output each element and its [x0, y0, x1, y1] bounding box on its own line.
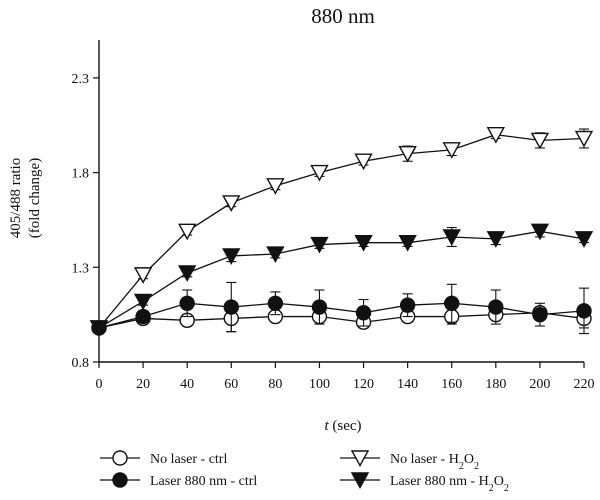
series-line	[98, 134, 585, 329]
legend-marker	[112, 450, 128, 466]
x-tick-label: 120	[353, 377, 374, 392]
series-line	[98, 230, 585, 329]
data-point	[310, 164, 329, 182]
data-point	[532, 306, 548, 323]
data-point	[574, 130, 594, 148]
data-point	[354, 234, 373, 252]
y-axis-label-line2: (fold change)	[27, 158, 43, 238]
series-line	[98, 302, 585, 329]
x-axis-label: t (sec)	[324, 418, 361, 434]
x-tick-label: 200	[529, 377, 550, 392]
data-point	[223, 299, 239, 315]
data-point	[266, 178, 285, 195]
x-axis-label-var: t	[324, 418, 329, 434]
data-point	[179, 295, 195, 311]
data-point	[442, 142, 461, 159]
y-axis-label-line1: 405/488 ratio	[8, 158, 24, 238]
data-point	[486, 231, 506, 248]
data-point	[399, 297, 416, 313]
legend: No laser - ctrl Laser 880 nm - ctrl No las…	[100, 450, 509, 494]
legend-label: Laser 880 nm - ctrl	[150, 474, 257, 489]
y-tick-label: 1.8	[72, 167, 90, 182]
chart-title: 880 nm	[311, 4, 375, 28]
legend-marker	[112, 472, 128, 488]
y-tick-label: 1.3	[72, 261, 90, 276]
data-point	[91, 320, 107, 336]
legend-item: No laser - ctrl	[100, 450, 227, 467]
data-point	[222, 248, 241, 265]
plot-area	[89, 127, 594, 337]
series-line	[98, 312, 585, 329]
legend-label: Laser 880 nm - H2O2	[390, 474, 509, 494]
legend-label: No laser - ctrl	[150, 452, 227, 467]
data-point	[530, 223, 550, 241]
series-1	[91, 281, 592, 336]
x-tick-label: 40	[180, 377, 194, 392]
data-point	[177, 223, 197, 241]
data-point	[442, 229, 461, 246]
y-tick-label: 2.3	[72, 72, 90, 87]
data-point	[355, 305, 372, 321]
data-point	[488, 299, 504, 315]
data-point	[574, 231, 594, 248]
data-point	[266, 246, 285, 263]
data-point	[133, 267, 153, 284]
data-point	[133, 293, 153, 311]
legend-marker	[350, 472, 370, 489]
data-point	[177, 265, 197, 282]
data-point	[354, 153, 373, 171]
x-axis-label-unit: (sec)	[329, 418, 362, 434]
data-point	[267, 295, 284, 311]
series-2	[89, 127, 594, 337]
data-point	[398, 234, 417, 252]
x-tick-label: 60	[224, 377, 238, 392]
x-tick-label: 160	[441, 377, 462, 392]
data-point	[576, 303, 592, 319]
legend-item: No laser - H2O2	[340, 450, 479, 472]
x-tick-label: 100	[309, 377, 330, 392]
legend-item: Laser 880 nm - ctrl	[100, 472, 257, 489]
data-point	[486, 127, 506, 144]
x-tick-label: 80	[268, 377, 282, 392]
data-point	[530, 132, 550, 150]
data-point	[135, 308, 151, 325]
x-tick-label: 0	[96, 377, 103, 392]
series-3	[89, 223, 594, 337]
data-point	[311, 299, 328, 315]
data-point	[444, 295, 460, 311]
legend-label: No laser - H2O2	[390, 452, 479, 472]
x-tick-label: 180	[485, 377, 506, 392]
legend-item: Laser 880 nm - H2O2	[340, 472, 509, 494]
x-tick-label: 220	[574, 377, 595, 392]
y-tick-label: 0.8	[72, 356, 90, 371]
data-point	[398, 145, 417, 163]
x-tick-label: 140	[397, 377, 418, 392]
legend-marker	[350, 450, 370, 467]
axes: 0.8 1.3 1.8 2.3 0 20 40 60 80 100 120 140 160 180 200 2…	[72, 40, 595, 392]
x-tick-label: 20	[136, 377, 150, 392]
data-point	[310, 236, 329, 254]
data-point	[222, 195, 241, 212]
